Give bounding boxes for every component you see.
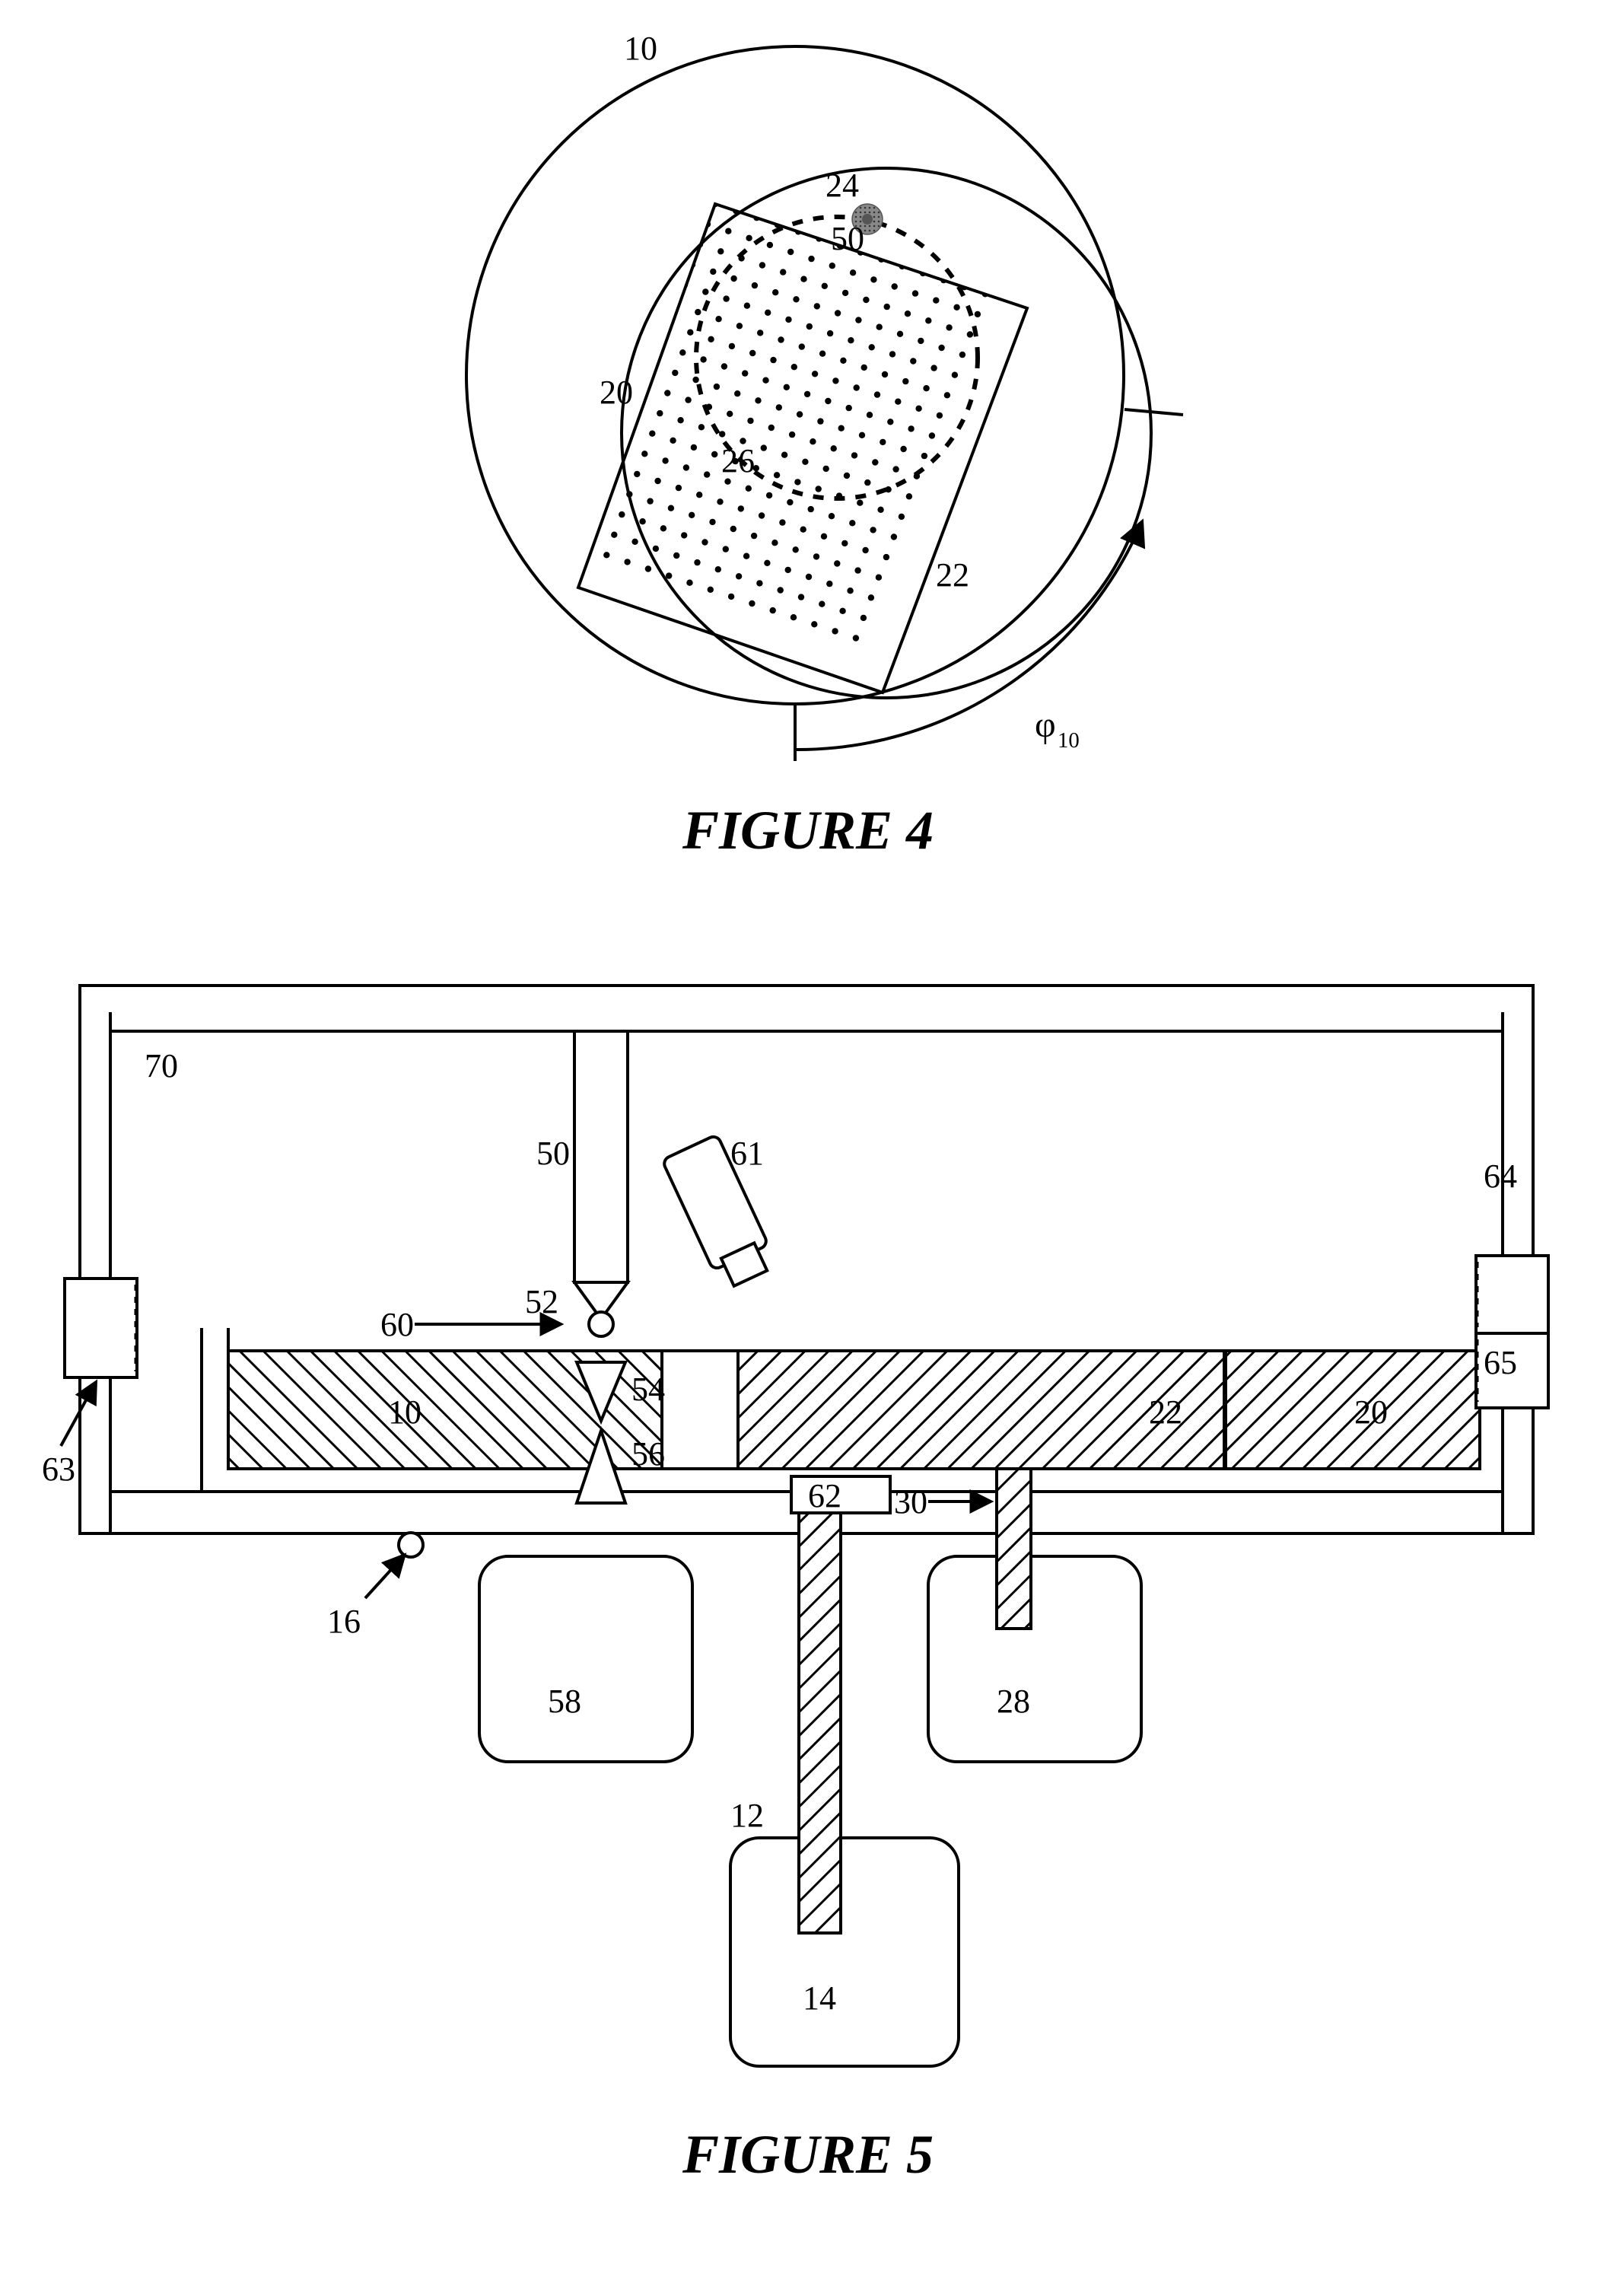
figure-5-diagram: 10 22 20 50 52 61 60 54 56 16 58 28 14 12 30 62 63 64 65 70 [0, 959, 1616, 2177]
svg-text:58: 58 [548, 1683, 581, 1720]
svg-text:10: 10 [388, 1393, 421, 1431]
svg-text:50: 50 [831, 220, 864, 257]
figure-5-caption: FIGURE 5 [0, 2123, 1616, 2186]
svg-text:20: 20 [1354, 1393, 1388, 1431]
svg-text:61: 61 [730, 1135, 764, 1172]
svg-text:10: 10 [624, 30, 657, 67]
svg-text:22: 22 [1149, 1393, 1182, 1431]
figure-4-caption: FIGURE 4 [0, 799, 1616, 862]
svg-text:10: 10 [1058, 728, 1080, 753]
svg-text:50: 50 [536, 1135, 570, 1172]
svg-text:24: 24 [825, 167, 859, 204]
svg-text:63: 63 [42, 1451, 75, 1488]
svg-text:14: 14 [803, 1979, 836, 2017]
svg-text:65: 65 [1484, 1344, 1517, 1381]
svg-text:56: 56 [631, 1435, 665, 1473]
svg-text:12: 12 [730, 1797, 764, 1834]
svg-text:60: 60 [380, 1306, 414, 1343]
svg-text:54: 54 [631, 1371, 665, 1408]
svg-text:64: 64 [1484, 1158, 1517, 1195]
svg-text:70: 70 [145, 1047, 178, 1084]
svg-text:28: 28 [997, 1683, 1030, 1720]
svg-text:52: 52 [525, 1283, 558, 1320]
page: 102022242650φ10 FIGURE 4 102220505261605… [0, 0, 1616, 2296]
svg-text:20: 20 [600, 374, 633, 411]
svg-text:30: 30 [894, 1483, 927, 1521]
svg-text:22: 22 [936, 556, 969, 594]
svg-text:26: 26 [721, 442, 755, 479]
svg-text:62: 62 [808, 1477, 841, 1514]
figure-4-diagram: 102022242650φ10 [0, 0, 1616, 822]
svg-text:16: 16 [327, 1603, 361, 1640]
svg-text:φ: φ [1035, 705, 1056, 745]
